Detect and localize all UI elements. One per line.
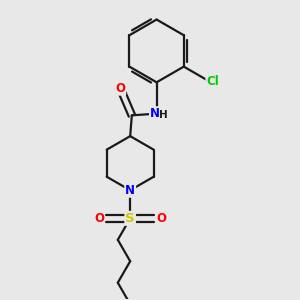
Text: O: O [94,212,104,225]
Text: H: H [160,110,168,120]
Text: O: O [115,82,125,95]
Text: N: N [125,184,135,197]
Text: N: N [150,107,160,120]
Text: O: O [156,212,166,225]
Text: Cl: Cl [206,75,219,88]
Text: S: S [125,212,135,225]
